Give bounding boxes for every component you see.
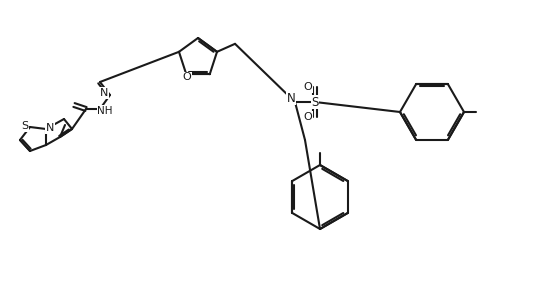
Text: S: S [311,96,319,109]
Text: O: O [303,112,312,122]
Text: S: S [21,121,28,131]
Text: N: N [287,91,295,104]
Text: O: O [183,72,191,82]
Text: NH: NH [97,106,113,116]
Text: N: N [100,88,108,98]
Text: O: O [303,82,312,92]
Text: N: N [46,123,54,133]
